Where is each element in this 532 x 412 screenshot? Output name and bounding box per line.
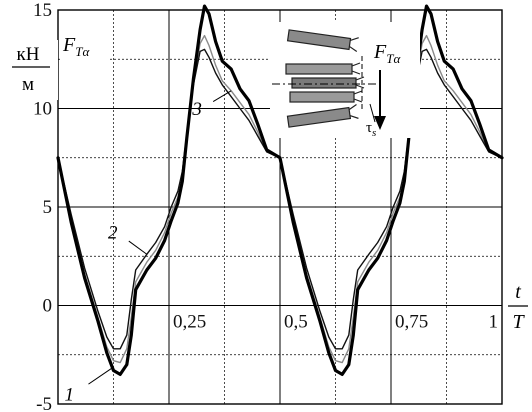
series-label-1: 1 <box>65 385 75 406</box>
inset-tau-subscript: s <box>372 127 376 139</box>
inset-force-arrowhead <box>374 116 386 130</box>
inset-force-subscript: Tα <box>386 51 401 66</box>
inset-tau-leader <box>369 103 376 123</box>
callout-leader-3 <box>212 90 232 102</box>
svg-text:FTα: FTα <box>62 34 90 59</box>
svg-text:τs: τs <box>366 120 376 139</box>
plot-frame <box>57 9 503 405</box>
y-axis-unit-numerator: кН <box>17 44 40 65</box>
tick-labels: 15 10 5 0 -5 0,25 0,5 0,75 1 <box>33 0 498 412</box>
series-callouts: 1 2 3 <box>65 90 232 406</box>
x-axis-label: t T <box>506 280 530 344</box>
y-axis-unit-denominator: м <box>22 74 34 95</box>
y-tick-label: 10 <box>33 99 52 120</box>
series-label-2: 2 <box>108 222 118 243</box>
series-label-3: 3 <box>191 99 202 120</box>
callout-leader-2 <box>128 240 148 255</box>
inset-bristle-group <box>285 29 365 128</box>
series-layer <box>56 4 504 376</box>
quantity-symbol: F <box>62 34 76 56</box>
inset-schematic: FTα τs <box>270 22 420 139</box>
y-tick-label: 5 <box>43 197 53 218</box>
x-tick-label: 1 <box>489 312 499 333</box>
x-tick-label: 0,25 <box>173 312 206 333</box>
svg-text:FTα: FTα <box>373 41 401 66</box>
x-axis-numerator: t <box>515 281 521 303</box>
y-tick-label: -5 <box>36 394 52 412</box>
quantity-subscript: Tα <box>75 44 90 59</box>
y-axis-label: кН м <box>6 40 58 100</box>
y-tick-label: 0 <box>43 296 53 317</box>
y-tick-label: 15 <box>33 0 52 21</box>
quantity-label: FTα <box>62 30 108 60</box>
callout-leader-1 <box>88 368 112 385</box>
inset-tau-symbol: τ <box>366 120 372 136</box>
x-tick-label: 0,5 <box>284 312 308 333</box>
series-line-1 <box>56 4 504 376</box>
x-axis-denominator: T <box>512 311 525 333</box>
inset-force-symbol: F <box>373 41 387 63</box>
x-tick-label: 0,75 <box>395 312 428 333</box>
